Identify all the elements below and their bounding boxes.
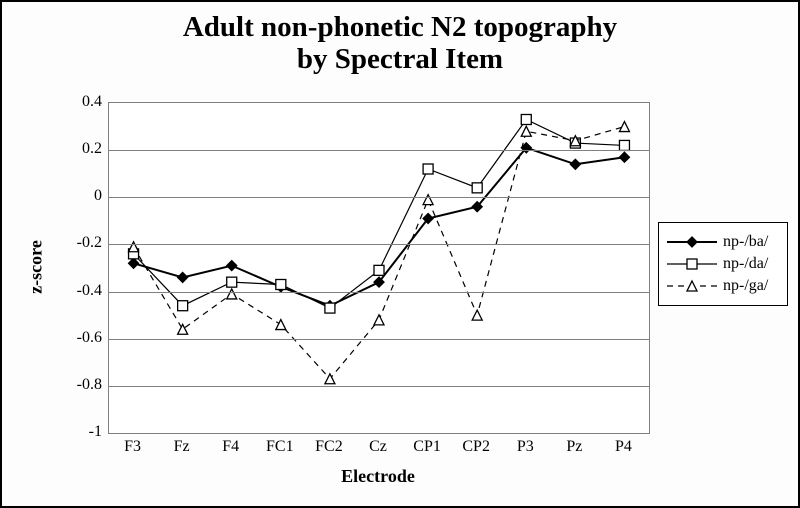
series-marker-np-ga [325, 374, 335, 384]
series-marker-np-da [472, 183, 482, 193]
series-marker-np-ba [227, 261, 237, 271]
x-tick-label: FC1 [266, 438, 294, 456]
legend-label-np-ga: np-/ga/ [723, 277, 768, 295]
legend-item-np-ga: np-/ga/ [667, 277, 779, 295]
y-tick-label: -0.6 [58, 329, 102, 347]
series-marker-np-da [374, 265, 384, 275]
y-tick-label: -0.2 [58, 234, 102, 252]
gridline [109, 150, 649, 151]
series-marker-np-da [423, 164, 433, 174]
gridline [109, 197, 649, 198]
y-tick-label: 0.2 [58, 140, 102, 158]
gridline [109, 292, 649, 293]
series-marker-np-ga [423, 195, 433, 205]
legend-sample-np-da [667, 257, 717, 271]
series-marker-np-ba [178, 272, 188, 282]
series-marker-np-ga [129, 242, 139, 252]
y-tick-label: -1 [58, 423, 102, 441]
series-marker-np-da [227, 277, 237, 287]
series-marker-np-ga [619, 122, 629, 132]
series-marker-np-da [325, 303, 335, 313]
series-marker-np-ba [570, 159, 580, 169]
legend: np-/ba/np-/da/np-/ga/ [658, 222, 788, 306]
series-marker-np-da [521, 115, 531, 125]
plot-area [108, 102, 650, 434]
x-tick-label: Pz [566, 438, 582, 456]
chart-title: Adult non-phonetic N2 topography by Spec… [2, 12, 798, 76]
x-axis-title: Electrode [341, 466, 415, 487]
legend-item-np-da: np-/da/ [667, 255, 779, 273]
y-axis-title: z-score [26, 240, 47, 294]
series-marker-np-ga [276, 320, 286, 330]
legend-item-np-ba: np-/ba/ [667, 233, 779, 251]
x-tick-label: Fz [174, 438, 190, 456]
series-marker-np-ga [374, 315, 384, 325]
legend-sample-np-ba [667, 235, 717, 249]
x-tick-label: CP1 [413, 438, 441, 456]
legend-sample-np-ga [667, 279, 717, 293]
chart-svg [109, 103, 649, 433]
x-tick-label: Cz [369, 438, 387, 456]
series-marker-np-da [178, 301, 188, 311]
x-tick-label: F3 [124, 438, 141, 456]
x-tick-label: CP2 [462, 438, 490, 456]
legend-label-np-da: np-/da/ [723, 255, 768, 273]
series-marker-np-ga [472, 310, 482, 320]
series-marker-np-ba [129, 258, 139, 268]
gridline [109, 386, 649, 387]
y-tick-label: -0.8 [58, 376, 102, 394]
chart-frame: { "chart": { "type": "line", "title_line… [0, 0, 800, 508]
y-tick-label: 0.4 [58, 93, 102, 111]
x-tick-label: FC2 [315, 438, 343, 456]
x-tick-label: F4 [222, 438, 239, 456]
y-tick-label: 0 [58, 187, 102, 205]
series-line-np-ga [134, 127, 625, 379]
series-marker-np-ga [178, 324, 188, 334]
gridline [109, 339, 649, 340]
legend-label-np-ba: np-/ba/ [723, 233, 768, 251]
chart-title-line1: Adult non-phonetic N2 topography [183, 11, 617, 43]
gridline [109, 244, 649, 245]
chart-title-line2: by Spectral Item [297, 43, 503, 75]
x-tick-label: P4 [615, 438, 632, 456]
series-marker-np-ga [521, 126, 531, 136]
series-marker-np-da [276, 280, 286, 290]
series-marker-np-ba [619, 152, 629, 162]
series-marker-np-ga [227, 289, 237, 299]
x-tick-label: P3 [517, 438, 534, 456]
y-tick-label: -0.4 [58, 282, 102, 300]
series-marker-np-da [619, 140, 629, 150]
